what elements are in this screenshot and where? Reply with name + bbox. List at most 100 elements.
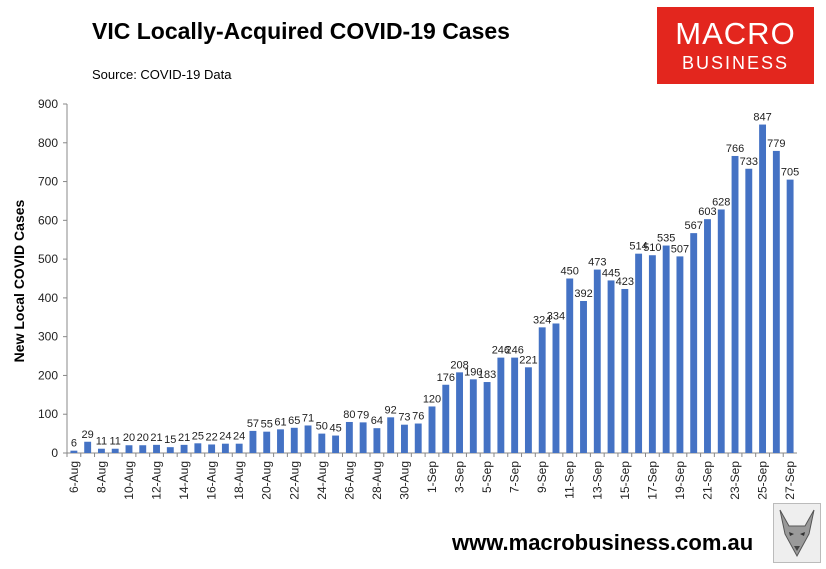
data-label: 20 bbox=[137, 432, 149, 444]
data-label: 21 bbox=[178, 432, 190, 444]
y-tick-label: 600 bbox=[38, 213, 58, 227]
data-label: 79 bbox=[357, 409, 369, 421]
data-label: 208 bbox=[450, 359, 468, 371]
data-label: 20 bbox=[123, 432, 135, 444]
data-label: 24 bbox=[219, 431, 231, 443]
y-axis-label: New Local COVID Cases bbox=[11, 199, 27, 362]
bar bbox=[414, 423, 422, 453]
x-tick-label: 25-Sep bbox=[756, 461, 770, 500]
y-tick-label: 500 bbox=[38, 252, 58, 266]
bar bbox=[153, 444, 160, 453]
bar bbox=[593, 269, 601, 453]
bar bbox=[731, 155, 739, 453]
x-tick-label: 20-Aug bbox=[260, 461, 274, 500]
data-label: 628 bbox=[712, 196, 730, 208]
data-label: 22 bbox=[205, 431, 217, 443]
x-tick-label: 3-Sep bbox=[453, 461, 467, 493]
data-label: 450 bbox=[561, 266, 579, 278]
bar bbox=[84, 441, 92, 453]
y-tick-label: 200 bbox=[38, 368, 58, 382]
x-tick-label: 13-Sep bbox=[590, 461, 604, 500]
chart-x-tick-labels: 6-Aug 8-Aug 10-Aug 12-Aug 14-Aug 16-Aug 18-Aug… bbox=[67, 461, 797, 500]
data-label: 221 bbox=[519, 354, 537, 366]
bar bbox=[690, 233, 698, 453]
bar bbox=[125, 445, 133, 453]
bar bbox=[208, 444, 216, 453]
y-tick-label: 300 bbox=[38, 330, 58, 344]
data-label: 120 bbox=[423, 393, 441, 405]
x-tick-label: 26-Aug bbox=[342, 461, 356, 500]
bar bbox=[717, 209, 725, 453]
data-label: 445 bbox=[602, 267, 620, 279]
bar bbox=[580, 300, 587, 453]
bar bbox=[621, 288, 629, 453]
data-label: 55 bbox=[261, 419, 273, 431]
data-label: 80 bbox=[343, 409, 355, 421]
data-label: 603 bbox=[698, 206, 716, 218]
bar bbox=[552, 323, 560, 453]
x-tick-label: 14-Aug bbox=[177, 461, 191, 500]
data-label: 392 bbox=[574, 288, 592, 300]
data-label: 507 bbox=[671, 243, 689, 255]
x-tick-label: 15-Sep bbox=[618, 461, 632, 500]
wolf-logo bbox=[773, 503, 821, 563]
y-tick-label: 700 bbox=[38, 175, 58, 189]
data-label: 510 bbox=[643, 242, 661, 254]
bar bbox=[786, 179, 794, 453]
data-label: 423 bbox=[616, 276, 634, 288]
chart-source: Source: COVID-19 Data bbox=[92, 67, 232, 82]
data-label: 779 bbox=[767, 138, 785, 150]
data-label: 473 bbox=[588, 257, 606, 269]
x-tick-label: 8-Aug bbox=[94, 461, 108, 493]
data-label: 25 bbox=[192, 430, 204, 442]
data-label: 183 bbox=[478, 369, 496, 381]
data-label: 65 bbox=[288, 415, 300, 427]
x-tick-label: 10-Aug bbox=[122, 461, 136, 500]
bar bbox=[538, 327, 546, 453]
data-label: 92 bbox=[385, 404, 397, 416]
y-tick-label: 800 bbox=[38, 136, 58, 150]
data-label: 11 bbox=[109, 436, 120, 448]
bar bbox=[676, 256, 684, 453]
data-label: 21 bbox=[150, 432, 162, 444]
data-label: 324 bbox=[533, 314, 551, 326]
data-label: 334 bbox=[547, 310, 565, 322]
chart-bars bbox=[70, 124, 794, 454]
bar bbox=[483, 382, 491, 453]
bar bbox=[442, 384, 450, 453]
bar bbox=[387, 417, 395, 453]
bar bbox=[524, 367, 532, 453]
bar bbox=[221, 443, 229, 453]
x-tick-label: 11-Sep bbox=[563, 461, 577, 499]
data-label: 71 bbox=[302, 412, 314, 424]
data-label: 29 bbox=[82, 429, 94, 441]
data-label: 15 bbox=[164, 434, 176, 446]
data-label: 24 bbox=[233, 431, 245, 443]
bar bbox=[345, 421, 353, 453]
x-tick-label: 16-Aug bbox=[205, 461, 219, 500]
bar bbox=[497, 357, 505, 453]
data-label: 733 bbox=[740, 156, 758, 168]
data-label: 45 bbox=[329, 423, 341, 435]
x-tick-label: 1-Sep bbox=[425, 461, 439, 493]
x-tick-label: 18-Aug bbox=[232, 461, 246, 500]
x-tick-label: 17-Sep bbox=[645, 461, 659, 500]
data-label: 73 bbox=[398, 412, 410, 424]
bar bbox=[166, 447, 174, 453]
bar bbox=[566, 278, 574, 453]
y-tick-label: 100 bbox=[38, 407, 58, 421]
data-label: 766 bbox=[726, 143, 744, 155]
x-tick-label: 21-Sep bbox=[700, 461, 714, 500]
data-label: 567 bbox=[685, 220, 703, 232]
bar bbox=[180, 444, 188, 453]
bar bbox=[359, 422, 367, 453]
bar bbox=[194, 443, 202, 453]
bar bbox=[456, 372, 463, 453]
bar bbox=[70, 450, 78, 453]
bar bbox=[277, 429, 284, 453]
bar bbox=[290, 427, 298, 453]
bar bbox=[704, 219, 711, 453]
x-tick-label: 7-Sep bbox=[508, 461, 522, 493]
macro-business-logo: MACRO BUSINESS bbox=[657, 7, 814, 84]
